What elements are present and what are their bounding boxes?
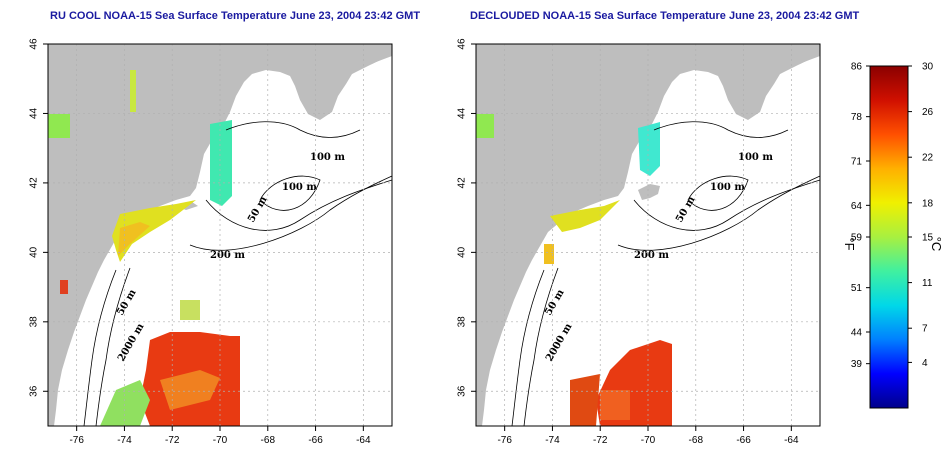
y-tick-label: 38 (29, 316, 40, 328)
sst-patch (570, 374, 600, 426)
colorbar-label-celsius: 18 (922, 198, 934, 209)
sst-patch (544, 244, 554, 264)
panel-title-left: RU COOL NOAA-15 Sea Surface Temperature … (50, 10, 421, 22)
contour-label-100m: 100 m (310, 152, 345, 163)
colorbar-label-celsius: 22 (922, 153, 934, 164)
colorbar-gradient (869, 65, 909, 409)
land-mass (476, 44, 820, 426)
map-frame (47, 43, 393, 427)
sst-patch (112, 200, 196, 262)
colorbar-label-fahrenheit: 44 (851, 328, 863, 339)
x-tick-label: -72 (593, 435, 608, 446)
y-tick-label: 36 (29, 385, 40, 397)
colorbar-label-fahrenheit: 51 (851, 283, 863, 294)
sst-patch (210, 120, 232, 206)
panel-title-right: DECLOUDED NOAA-15 Sea Surface Temperatur… (470, 10, 860, 22)
sst-patch (180, 300, 200, 320)
contour-line (617, 175, 821, 251)
colorbar-label-fahrenheit: 39 (851, 359, 863, 370)
contour-line (687, 175, 749, 211)
land-mass (48, 44, 392, 426)
y-tick-label: 40 (29, 246, 40, 258)
colorbar-label-celsius: 7 (922, 324, 928, 335)
y-tick-label: 46 (457, 38, 468, 50)
colorbar-unit-fahrenheit: °F (842, 237, 857, 250)
contour-line (653, 121, 789, 138)
x-tick-label: -70 (641, 435, 656, 446)
temperature-colorbar: 30 26 22 18 15 11 7 4 86 78 71 64 59 51 44 39 °F °C (842, 62, 944, 409)
x-tick-label: -64 (784, 435, 799, 446)
colorbar-unit-celsius: °C (929, 237, 944, 252)
map-axes-left: -76 -74 -72 -70 -68 -66 -64 36 38 40 42 44 46 (29, 38, 393, 446)
contour-line (259, 175, 321, 211)
y-tick-label: 36 (457, 385, 468, 397)
sst-patch (48, 114, 70, 138)
colorbar-label-celsius: 30 (922, 62, 934, 73)
contour-label-100m-2: 100 m (710, 182, 745, 193)
colorbar-label-celsius: 26 (922, 107, 934, 118)
x-tick-label: -64 (356, 435, 371, 446)
contour-line (83, 269, 117, 427)
bathymetry-contours-right (511, 121, 821, 427)
y-tick-label: 44 (29, 107, 40, 119)
contour-label-200m: 200 m (634, 250, 669, 261)
colorbar-label-fahrenheit: 59 (851, 233, 863, 244)
x-tick-label: -66 (736, 435, 751, 446)
x-tick-label: -74 (117, 435, 132, 446)
x-tick-label: -68 (689, 435, 704, 446)
colorbar-label-celsius: 11 (922, 278, 933, 289)
x-tick-label: -68 (261, 435, 276, 446)
contour-line (95, 267, 131, 427)
cape-cod-land (638, 184, 660, 200)
sst-patch (638, 122, 660, 176)
sst-patch (100, 380, 150, 426)
sst-patch (118, 222, 150, 256)
sst-patch (160, 370, 220, 410)
x-tick-label: -76 (497, 435, 512, 446)
colorbar-label-celsius: 4 (922, 358, 928, 369)
sst-patch (130, 70, 136, 112)
y-tick-label: 46 (29, 38, 40, 50)
x-tick-label: -66 (308, 435, 323, 446)
y-tick-label: 40 (457, 246, 468, 258)
colorbar-ticks: 30 26 22 18 15 11 7 4 86 78 71 64 59 51 44 39 (851, 62, 934, 371)
contour-label-100m-2: 100 m (282, 182, 317, 193)
contour-line (189, 175, 393, 251)
x-tick-label: -76 (69, 435, 84, 446)
y-tick-label: 44 (457, 107, 468, 119)
sst-patches-left (48, 70, 240, 426)
map-axes-right: -76 -74 -72 -70 -68 -66 -64 36 38 40 42 44 46 (457, 38, 821, 446)
contour-label-100m: 100 m (738, 152, 773, 163)
x-tick-label: -74 (545, 435, 560, 446)
sst-patch (550, 200, 620, 232)
sst-patches-right (476, 114, 672, 426)
colorbar-label-fahrenheit: 86 (851, 62, 863, 73)
map-frame (475, 43, 821, 427)
sst-patch (60, 280, 68, 294)
sst-patch (600, 390, 630, 420)
bathymetry-contours-left (83, 121, 393, 427)
contour-line (523, 267, 559, 427)
x-tick-label: -70 (213, 435, 228, 446)
contour-line (511, 269, 545, 427)
colorbar-label-fahrenheit: 78 (851, 112, 863, 123)
sst-patch (476, 114, 494, 138)
x-tick-label: -72 (165, 435, 180, 446)
y-tick-label: 42 (457, 177, 468, 189)
contour-line (225, 121, 361, 138)
colorbar-label-fahrenheit: 64 (851, 201, 863, 212)
contour-label-200m: 200 m (210, 250, 245, 261)
y-tick-label: 38 (457, 316, 468, 328)
colorbar-label-celsius: 15 (922, 233, 934, 244)
y-tick-label: 42 (29, 177, 40, 189)
colorbar-label-fahrenheit: 71 (851, 157, 863, 168)
